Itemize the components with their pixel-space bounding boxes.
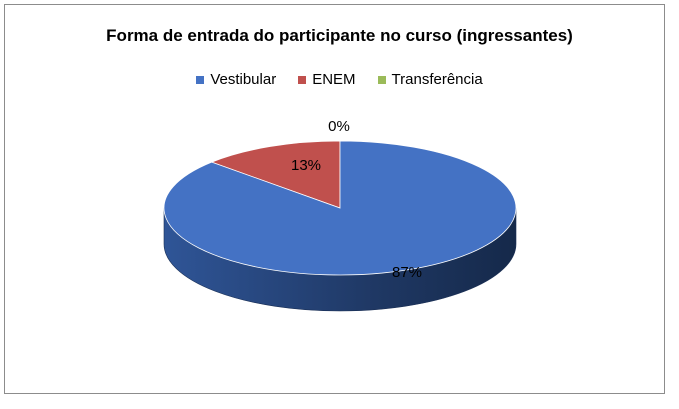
legend-swatch-enem <box>298 75 307 84</box>
label-enem: 13% <box>291 157 321 174</box>
legend-swatch-vestibular <box>196 75 205 84</box>
slice-vestibular <box>163 140 517 276</box>
legend-item-vestibular: Vestibular <box>196 71 276 88</box>
legend: Vestibular ENEM Transferência <box>0 71 679 88</box>
legend-item-transferencia: Transferência <box>377 71 483 88</box>
label-transferencia: 0% <box>328 118 350 135</box>
legend-label-enem: ENEM <box>312 71 356 88</box>
label-vestibular: 87% <box>392 264 422 281</box>
legend-item-enem: ENEM <box>298 71 356 88</box>
legend-label-transferencia: Transferência <box>391 71 483 88</box>
slice-enem <box>210 140 341 209</box>
legend-swatch-transferencia <box>377 75 386 84</box>
chart-title: Forma de entrada do participante no curs… <box>106 26 573 45</box>
legend-label-vestibular: Vestibular <box>210 71 277 88</box>
